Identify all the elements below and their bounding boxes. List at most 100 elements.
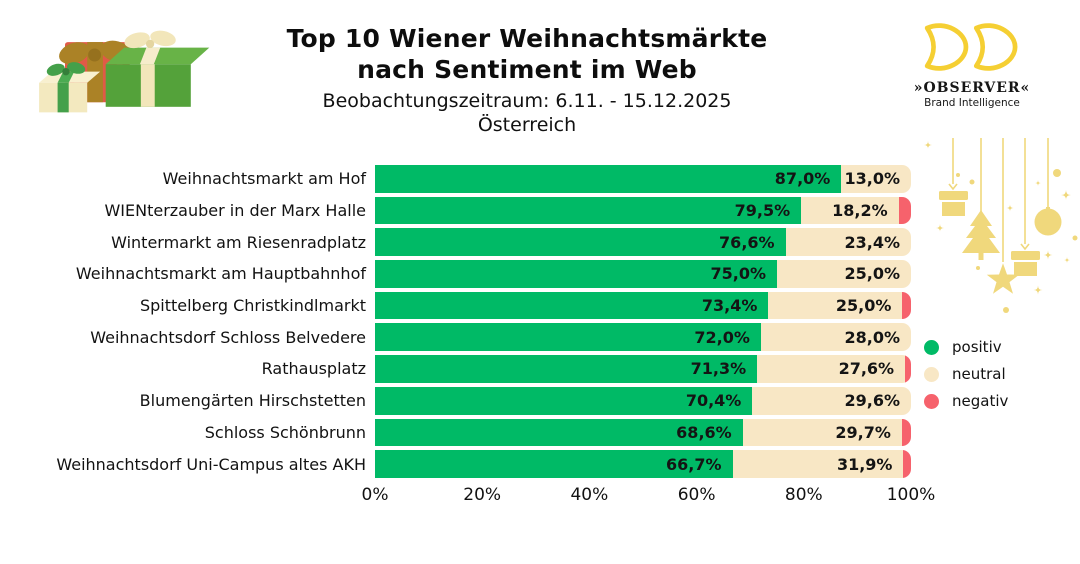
bar-category-label: Weihnachtsmarkt am Hof <box>162 169 366 189</box>
legend-item-neutral: neutral <box>924 365 1008 383</box>
bar-category-label: Weihnachtsmarkt am Hauptbahnhof <box>75 264 366 284</box>
bar-segment-neutral: 27,6% <box>757 355 906 383</box>
bar-segment-negativ <box>903 450 911 478</box>
bar-row: Weihnachtsdorf Uni-Campus altes AKH 66,7%… <box>10 450 911 478</box>
bar-category-label: Weihnachtsdorf Uni-Campus altes AKH <box>56 454 366 474</box>
legend-dot-neutral <box>924 366 939 382</box>
x-axis-tick: 80% <box>784 485 823 505</box>
bar-value-label: 25,0% <box>844 264 900 284</box>
christmas-ornaments-icon <box>924 138 1078 313</box>
bar-segment-neutral: 31,9% <box>732 450 904 478</box>
bar-track: 75,0% 25,0% <box>375 260 911 288</box>
observer-logo-text: »OBSERVER« <box>913 80 1031 96</box>
bar-segment-neutral: 13,0% <box>841 165 911 193</box>
title-line-2: nach Sentiment im Web <box>357 54 697 84</box>
bar-category-label: Weihnachtsdorf Schloss Belvedere <box>90 327 366 347</box>
observer-logo-subtext: Brand Intelligence <box>924 97 1020 109</box>
bar-segment-negativ <box>902 291 911 320</box>
bar-segment-positiv: 71,3% <box>375 355 758 383</box>
bar-value-label: 18,2% <box>832 201 888 221</box>
bar-segment-positiv: 73,4% <box>375 291 769 320</box>
bar-value-label: 29,6% <box>844 391 900 411</box>
bar-segment-positiv: 66,7% <box>375 450 733 478</box>
bar-category-label: Spittelberg Christkindlmarkt <box>139 296 366 316</box>
bar-segment-neutral: 29,7% <box>742 418 902 447</box>
bar-segment-positiv: 75,0% <box>375 260 777 288</box>
bar-row: Weihnachtsmarkt am Hof 87,0% 13,0% <box>10 165 911 193</box>
title-line-1: Top 10 Wiener Weihnachtsmärkte <box>286 24 768 53</box>
legend-dot-negativ <box>924 393 939 409</box>
bar-track: 71,3% 27,6% <box>375 355 911 383</box>
x-axis-tick: 100% <box>886 485 936 505</box>
bar-value-label: 71,3% <box>690 359 747 379</box>
bar-track: 68,6% 29,7% <box>375 418 911 447</box>
bar-segment-positiv: 68,6% <box>375 418 743 447</box>
bar-value-label: 79,5% <box>734 201 791 221</box>
bar-track: 76,6% 23,4% <box>375 228 911 257</box>
bar-category-label: WIENterzauber in der Marx Halle <box>104 201 366 221</box>
bar-value-label: 27,6% <box>838 359 895 379</box>
bar-segment-negativ <box>905 355 911 383</box>
bar-value-label: 87,0% <box>774 169 831 189</box>
bar-value-label: 66,7% <box>665 454 722 474</box>
bar-category-label: Wintermarkt am Riesenradplatz <box>111 232 366 252</box>
christmas-ornaments-illustration <box>920 138 1080 347</box>
bar-value-label: 68,6% <box>676 422 732 442</box>
bar-row: Spittelberg Christkindlmarkt 73,4% 25,0% <box>10 291 911 320</box>
bar-segment-positiv: 76,6% <box>375 228 786 257</box>
bar-value-label: 29,7% <box>835 422 891 442</box>
bar-value-label: 76,6% <box>719 232 775 252</box>
page-title: Top 10 Wiener Weihnachtsmärkte nach Sent… <box>227 24 827 85</box>
bar-segment-neutral: 18,2% <box>801 196 899 225</box>
christmas-gifts-illustration <box>28 14 213 125</box>
bar-row: Weihnachtsdorf Schloss Belvedere 72,0% 28,… <box>10 323 911 352</box>
bar-row: Weihnachtsmarkt am Hauptbahnhof 75,0% 25,0… <box>10 260 911 288</box>
bar-category-label: Schloss Schönbrunn <box>204 422 366 442</box>
bar-segment-positiv: 72,0% <box>375 323 761 352</box>
chart-legend: positiv neutral negativ <box>924 338 1008 420</box>
bar-category-label: Rathausplatz <box>261 359 366 379</box>
bar-segment-neutral: 23,4% <box>785 228 911 257</box>
bar-value-label: 70,4% <box>685 391 742 411</box>
bar-row: Wintermarkt am Riesenradplatz 76,6% 23,4% <box>10 228 911 257</box>
x-axis-tick: 40% <box>570 485 609 505</box>
chart-header: Top 10 Wiener Weihnachtsmärkte nach Sent… <box>227 24 827 136</box>
bar-value-label: 23,4% <box>844 232 900 252</box>
bar-segment-positiv: 70,4% <box>375 386 753 415</box>
bar-track: 73,4% 25,0% <box>375 291 911 320</box>
x-axis-tick: 20% <box>463 485 502 505</box>
observer-chevrons-icon <box>924 23 1018 71</box>
christmas-gifts-icon <box>39 30 210 113</box>
bar-value-label: 13,0% <box>844 169 900 189</box>
bar-value-label: 31,9% <box>836 454 893 474</box>
bar-segment-neutral: 28,0% <box>760 323 911 352</box>
bar-rows: Weihnachtsmarkt am Hof 87,0% 13,0% WIENterz… <box>10 165 911 478</box>
x-axis-tick: 0% <box>361 485 389 505</box>
region-label: Österreich <box>477 114 577 136</box>
bar-value-label: 72,0% <box>694 327 750 347</box>
bar-segment-negativ <box>898 196 911 225</box>
observer-logo: »OBSERVER« Brand Intelligence <box>898 20 1046 109</box>
bar-segment-neutral: 25,0% <box>777 260 911 288</box>
legend-item-positiv: positiv <box>924 338 1008 356</box>
x-axis-tick: 60% <box>677 485 716 505</box>
bar-segment-negativ <box>901 418 911 447</box>
bar-row: Blumengärten Hirschstetten 70,4% 29,6% <box>10 386 911 415</box>
bar-row: Schloss Schönbrunn 68,6% 29,7% <box>10 418 911 447</box>
bar-value-label: 28,0% <box>844 327 900 347</box>
bar-category-label: Blumengärten Hirschstetten <box>139 391 366 411</box>
bar-track: 79,5% 18,2% <box>375 196 911 225</box>
x-axis: 0% 20% 40% 60% 80% 100% <box>362 485 936 509</box>
legend-dot-positiv <box>924 339 939 355</box>
bar-row: Rathausplatz 71,3% 27,6% <box>10 355 911 383</box>
legend-item-negativ: negativ <box>924 392 1008 410</box>
observation-period: Beobachtungszeitraum: 6.11. - 15.12.2025 <box>322 90 732 112</box>
bar-segment-neutral: 29,6% <box>752 386 911 415</box>
bar-value-label: 73,4% <box>701 296 758 316</box>
bar-track: 66,7% 31,9% <box>375 450 911 478</box>
legend-label: positiv <box>952 338 1002 356</box>
bar-track: 70,4% 29,6% <box>375 386 911 415</box>
bar-value-label: 75,0% <box>710 264 766 284</box>
legend-label: neutral <box>952 365 1006 383</box>
